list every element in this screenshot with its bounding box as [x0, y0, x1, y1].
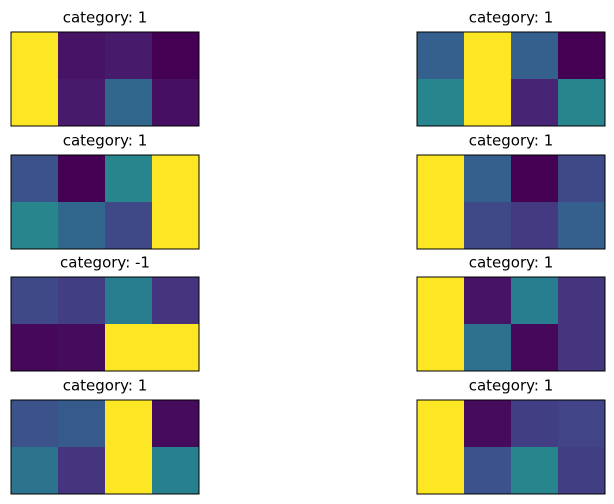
axes-frame: [416, 31, 606, 127]
heatmap-cell: [558, 447, 606, 495]
heatmap-cell: [105, 277, 153, 325]
heatmap-cell: [417, 155, 465, 203]
heatmap-cell: [105, 32, 153, 80]
heatmap-cell: [417, 202, 465, 250]
heatmap-cell: [58, 277, 106, 325]
heatmap-cell: [11, 277, 59, 325]
axes-frame: [10, 276, 200, 372]
heatmap-cell: [58, 400, 106, 448]
heatmap-cell: [417, 79, 465, 127]
heatmap-cell: [152, 447, 200, 495]
heatmap-cell: [58, 202, 106, 250]
heatmap-cell: [464, 447, 512, 495]
heatmap-cell: [58, 324, 106, 372]
heatmap-cell: [152, 202, 200, 250]
axes-frame: [416, 154, 606, 250]
heatmap-cell: [464, 400, 512, 448]
heatmap-cell: [105, 447, 153, 495]
heatmap-cell: [511, 79, 559, 127]
heatmap-cell: [558, 155, 606, 203]
heatmap-cell: [558, 277, 606, 325]
axes-frame: [10, 31, 200, 127]
chart-title: category: 1: [469, 132, 554, 150]
axes-frame: [416, 276, 606, 372]
heatmap-cell: [152, 400, 200, 448]
heatmap-cell: [417, 277, 465, 325]
chart-title: category: 1: [469, 9, 554, 27]
heatmap-cell: [11, 79, 59, 127]
chart-title: category: 1: [63, 377, 148, 395]
heatmap-cell: [11, 400, 59, 448]
chart-title: category: 1: [63, 132, 148, 150]
heatmap-cell: [152, 79, 200, 127]
heatmap-cell: [152, 324, 200, 372]
heatmap-cell: [511, 324, 559, 372]
heatmap-cell: [558, 400, 606, 448]
heatmap-cell: [105, 155, 153, 203]
heatmap-cell: [558, 32, 606, 80]
heatmap-cell: [464, 202, 512, 250]
heatmap-cell: [464, 155, 512, 203]
chart-title: category: 1: [63, 9, 148, 27]
heatmap-cell: [11, 324, 59, 372]
heatmap-cell: [511, 155, 559, 203]
heatmap-cell: [11, 32, 59, 80]
heatmap-cell: [558, 202, 606, 250]
heatmap-cell: [464, 277, 512, 325]
heatmap-cell: [511, 400, 559, 448]
heatmap-cell: [105, 202, 153, 250]
heatmap-cell: [417, 32, 465, 80]
heatmap-cell: [558, 324, 606, 372]
heatmap-cell: [58, 155, 106, 203]
axes-frame: [416, 399, 606, 495]
heatmap-cell: [152, 155, 200, 203]
heatmap-cell: [105, 324, 153, 372]
heatmap-cell: [152, 277, 200, 325]
heatmap-cell: [511, 32, 559, 80]
heatmap-cell: [105, 79, 153, 127]
heatmap-cell: [464, 79, 512, 127]
heatmap-cell: [511, 447, 559, 495]
heatmap-cell: [417, 400, 465, 448]
heatmap-cell: [511, 277, 559, 325]
axes-frame: [10, 399, 200, 495]
heatmap-cell: [511, 202, 559, 250]
heatmap-cell: [105, 400, 153, 448]
heatmap-cell: [58, 79, 106, 127]
heatmap-cell: [464, 324, 512, 372]
axes-frame: [10, 154, 200, 250]
heatmap-cell: [58, 447, 106, 495]
heatmap-cell: [464, 32, 512, 80]
heatmap-cell: [11, 202, 59, 250]
heatmap-cell: [152, 32, 200, 80]
heatmap-cell: [11, 155, 59, 203]
chart-title: category: 1: [469, 377, 554, 395]
chart-title: category: 1: [469, 254, 554, 272]
heatmap-cell: [11, 447, 59, 495]
heatmap-cell: [58, 32, 106, 80]
heatmap-cell: [417, 447, 465, 495]
heatmap-cell: [417, 324, 465, 372]
heatmap-cell: [558, 79, 606, 127]
chart-title: category: -1: [60, 254, 150, 272]
